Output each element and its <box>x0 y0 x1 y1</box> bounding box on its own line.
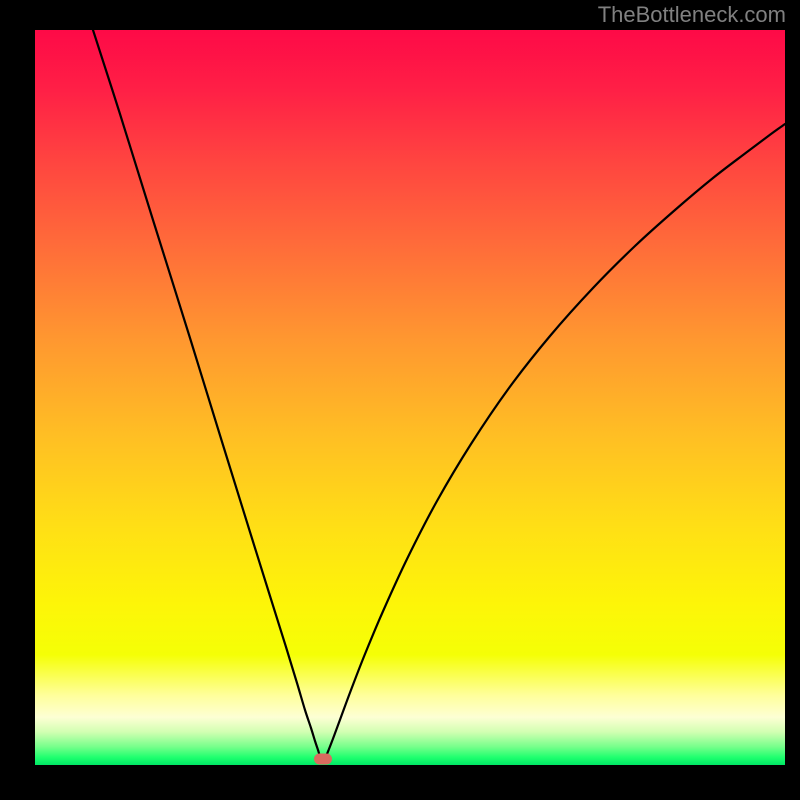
plot-area <box>35 30 785 765</box>
gradient-background <box>35 30 785 765</box>
watermark-text: TheBottleneck.com <box>598 2 786 28</box>
chart-frame: TheBottleneck.com <box>0 0 800 800</box>
gradient-plot-svg <box>35 30 785 765</box>
apex-marker <box>314 754 332 765</box>
